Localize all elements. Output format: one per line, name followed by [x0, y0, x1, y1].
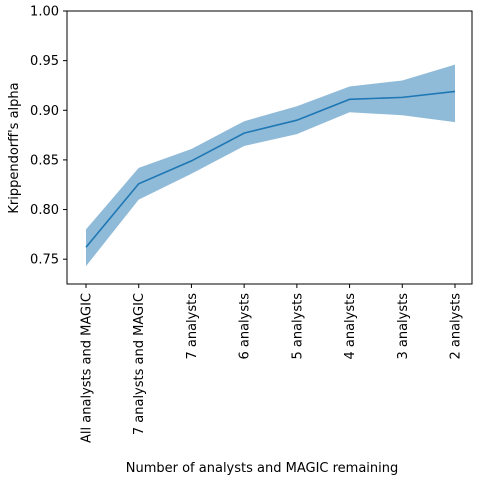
y-tick-label: 0.95	[30, 54, 59, 69]
y-tick-label: 0.75	[30, 253, 59, 268]
series-line	[85, 90, 456, 248]
series-line-layer	[85, 90, 456, 248]
x-axis-label: Number of analysts and MAGIC remaining	[126, 461, 399, 476]
y-axis-ticks: 0.75 0.80 0.85 0.90 0.95 1.00	[30, 5, 67, 268]
y-tick-label: 0.85	[30, 153, 59, 168]
confidence-band	[86, 64, 455, 267]
x-tick-label: All analysts and MAGIC	[80, 293, 95, 443]
x-tick-label: 3 analysts	[396, 293, 411, 360]
x-tick-label: 4 analysts	[343, 293, 358, 360]
plot-area-frame	[66, 10, 473, 285]
y-axis-label: Krippendorff's alpha	[7, 82, 22, 213]
x-axis-ticks: All analysts and MAGIC 7 analysts and MAG…	[80, 284, 464, 443]
y-tick-label: 0.90	[30, 104, 59, 119]
x-tick-label: 7 analysts	[185, 293, 200, 360]
confidence-band-layer	[86, 64, 455, 267]
x-tick-label: 6 analysts	[238, 293, 253, 360]
x-tick-label: 2 analysts	[449, 293, 464, 360]
x-tick-label: 5 analysts	[290, 293, 305, 360]
x-tick-label: 7 analysts and MAGIC	[132, 293, 147, 435]
y-tick-label: 0.80	[30, 203, 59, 218]
y-tick-label: 1.00	[30, 5, 59, 20]
